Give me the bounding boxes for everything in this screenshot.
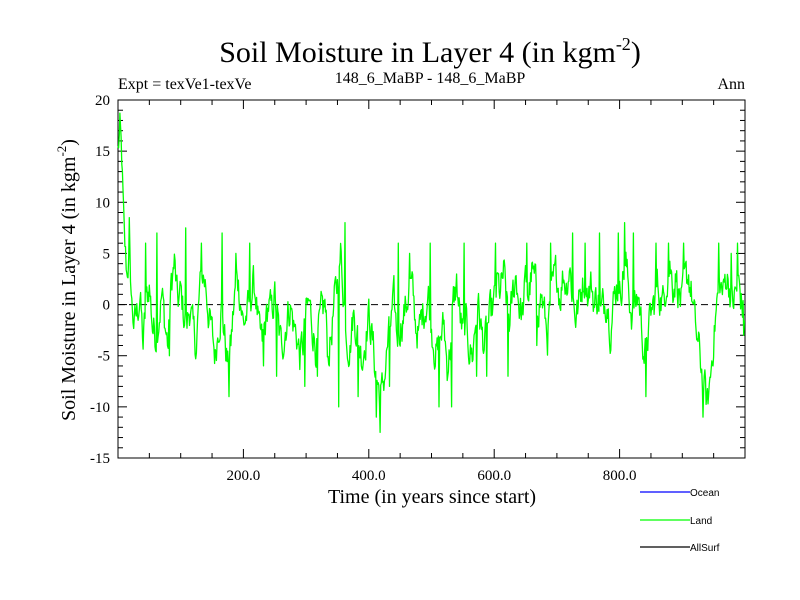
x-tick-label: 600.0 <box>477 468 511 484</box>
series-layer <box>117 112 746 434</box>
y-tick-label: -10 <box>90 400 110 416</box>
season-label: Ann <box>717 76 745 93</box>
y-tick-label: -5 <box>98 349 111 365</box>
y-axis-label-close: ) <box>58 139 80 146</box>
y-tick-label: 10 <box>95 195 110 211</box>
chart-title-superscript: -2 <box>616 34 631 54</box>
x-tick-label: 400.0 <box>352 468 386 484</box>
plot-frame <box>117 99 746 459</box>
legend-label-land: Land <box>690 516 712 527</box>
y-tick-label: 15 <box>95 144 110 160</box>
axis-ticks <box>118 99 745 459</box>
y-tick-label: 20 <box>95 93 110 109</box>
tick-labels: -15 -10 -5 0 5 10 15 20 200.0 400.0 600.0 800.0 <box>90 93 636 484</box>
x-tick-label: 800.0 <box>603 468 637 484</box>
legend: Ocean Land AllSurf <box>640 488 720 554</box>
legend-label-ocean: Ocean <box>690 488 719 499</box>
experiment-label: Expt = texVe1-texVe <box>118 76 251 93</box>
series-line-land <box>117 112 746 434</box>
comparison-label: 148_6_MaBP - 148_6_MaBP <box>335 70 526 87</box>
y-tick-label: -15 <box>90 451 110 467</box>
y-axis-label: Soil Moisture in Layer 4 (in kgm-2) <box>54 139 80 421</box>
legend-label-allsurf: AllSurf <box>690 543 720 554</box>
y-tick-label: 5 <box>103 246 111 262</box>
x-axis-label: Time (in years since start) <box>328 486 536 508</box>
y-tick-label: 0 <box>103 298 111 314</box>
chart-title: Soil Moisture in Layer 4 (in kgm-2) <box>219 34 641 69</box>
y-axis-label-superscript: -2 <box>54 146 69 157</box>
chart-title-close: ) <box>631 36 641 69</box>
x-tick-label: 200.0 <box>227 468 261 484</box>
